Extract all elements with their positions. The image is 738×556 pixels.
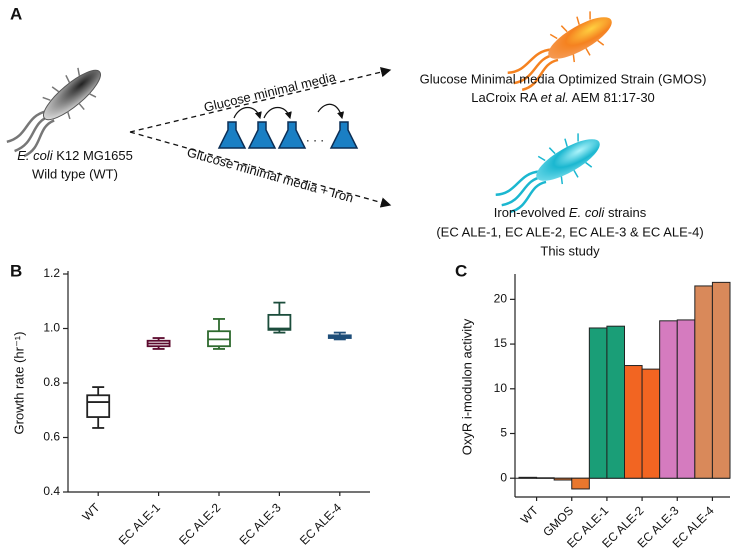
iron: E. coli [569, 205, 606, 220]
bar [659, 320, 678, 479]
y-tick-label: 1.2 [43, 266, 60, 280]
bar [588, 327, 608, 479]
iron-note: This study [540, 243, 600, 258]
wt-bacterium [6, 67, 101, 158]
iron-bacterium [495, 133, 600, 214]
arrow-label: Glucose minimal media [202, 69, 338, 115]
iron: Iron-evolved [494, 205, 569, 220]
flasks [217, 121, 359, 149]
bar [641, 368, 661, 479]
y-tick-label: 15 [494, 336, 508, 350]
y-tick-label: 0 [500, 470, 507, 484]
wt-strain: K12 MG1655 [53, 148, 133, 163]
ref: LaCroix RA [471, 90, 540, 105]
wt-label: E. coli K12 MG1655 [17, 148, 133, 163]
gmos-name: Glucose Minimal media Optimized Strain (… [420, 71, 707, 86]
gmos-ref: LaCroix RA et al. AEM 81:17-30 [471, 90, 655, 105]
arrow [129, 131, 392, 208]
panel-label: A [10, 4, 22, 23]
box [86, 394, 111, 418]
x-tick-label: EC ALE-3 [237, 500, 284, 547]
bar [571, 477, 590, 490]
ellipsis: . . . [306, 129, 324, 144]
iron-list: (EC ALE-1, EC ALE-2, EC ALE-3 & EC ALE-4… [436, 224, 703, 239]
wt-note: Wild type (WT) [32, 166, 118, 181]
iron-title: Iron-evolved E. coli strains [494, 205, 647, 220]
transfer-arrows [233, 103, 345, 120]
bar [624, 365, 643, 479]
panel-label: B [10, 261, 22, 280]
bar [711, 281, 731, 479]
y-tick-label: 1.0 [43, 321, 60, 335]
bar [606, 325, 626, 479]
wt-species: E. coli [17, 148, 54, 163]
y-tick-label: 0.8 [43, 375, 60, 389]
box [267, 313, 292, 331]
gmos-bacterium [507, 11, 612, 92]
panel-label: C [455, 261, 467, 280]
x-tick-label: EC ALE-1 [116, 500, 163, 547]
x-tick-label: EC ALE-2 [176, 500, 223, 547]
bar [553, 477, 573, 481]
x-tick-label: WT [79, 500, 103, 524]
y-tick-label: 0.4 [43, 484, 60, 498]
y-tick-label: 20 [494, 292, 508, 306]
x-tick-label: EC ALE-4 [297, 500, 344, 547]
y-axis-label: OxyR i-modulon activity [459, 318, 474, 455]
bar [536, 477, 555, 479]
bar [518, 476, 538, 479]
y-axis-label: Growth rate (hr⁻¹) [11, 332, 26, 435]
ref: AEM 81:17-30 [569, 90, 655, 105]
bar [694, 285, 713, 479]
bar [676, 319, 696, 479]
arrow-label: Glucose minimal media + Iron [185, 144, 355, 205]
ref: et al. [541, 90, 569, 105]
x-tick-label: WT [518, 503, 542, 527]
y-tick-label: 10 [494, 381, 508, 395]
y-tick-label: 5 [500, 426, 507, 440]
y-tick-label: 0.6 [43, 430, 60, 444]
iron: strains [604, 205, 646, 220]
